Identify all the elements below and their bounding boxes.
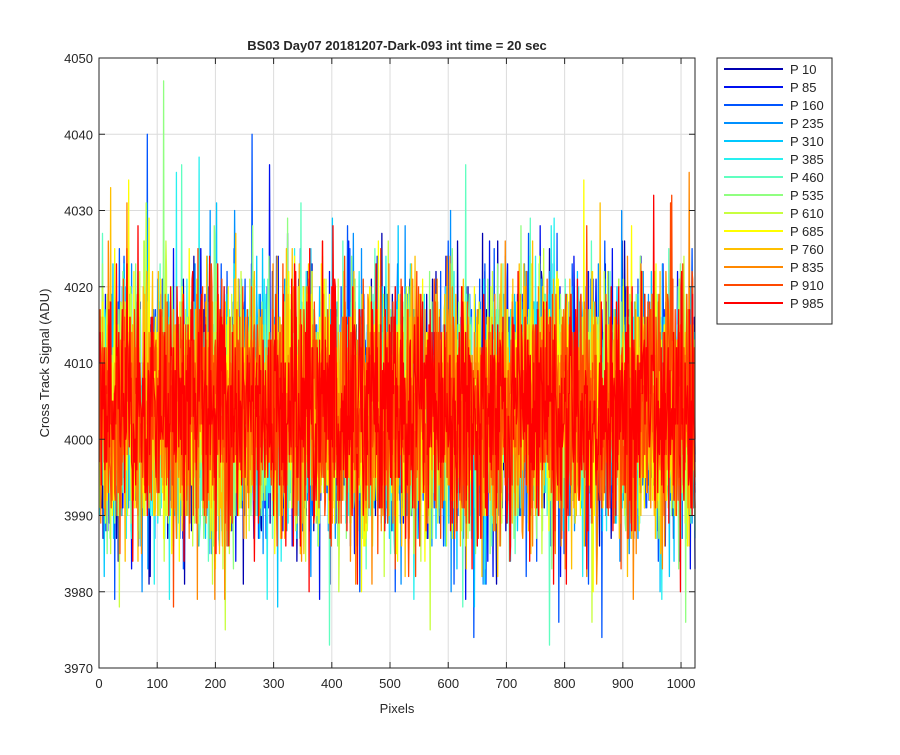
series-layer: [98, 80, 696, 646]
legend-label: P 910: [790, 278, 824, 293]
x-tick-label: 700: [496, 676, 518, 691]
legend-label: P 235: [790, 116, 824, 131]
x-tick-label: 300: [263, 676, 285, 691]
series-line-p910: [98, 194, 696, 608]
ticks: 0 100 200 300 400 500 600 700 800 900 1000 3970 3980…: [64, 51, 695, 691]
y-tick-label: 4030: [64, 204, 93, 219]
x-tick-label: 500: [379, 676, 401, 691]
legend: P 10 P 85 P 160 P 235 P 310 P 385 P 460 P 535 P …: [716, 57, 833, 325]
series-line-p985: [98, 194, 696, 593]
legend-label: P 685: [790, 224, 824, 239]
legend-label: P 310: [790, 134, 824, 149]
x-tick-label: 800: [554, 676, 576, 691]
chart-title: BS03 Day07 20181207-Dark-093 int time = …: [247, 38, 547, 53]
x-tick-label: 900: [612, 676, 634, 691]
y-tick-label: 4010: [64, 356, 93, 371]
legend-label: P 985: [790, 296, 824, 311]
x-tick-label: 1000: [667, 676, 696, 691]
legend-label: P 760: [790, 242, 824, 257]
y-tick-label: 3990: [64, 509, 93, 524]
x-tick-label: 400: [321, 676, 343, 691]
y-tick-label: 4050: [64, 51, 93, 66]
x-tick-label: 0: [95, 676, 102, 691]
x-tick-label: 200: [205, 676, 227, 691]
legend-label: P 85: [790, 80, 817, 95]
y-tick-label: 4020: [64, 280, 93, 295]
legend-label: P 460: [790, 170, 824, 185]
legend-label: P 10: [790, 62, 817, 77]
y-tick-label: 4000: [64, 432, 93, 447]
legend-label: P 535: [790, 188, 824, 203]
y-tick-label: 3970: [64, 661, 93, 676]
y-axis-label: Cross Track Signal (ADU): [37, 289, 52, 438]
legend-label: P 610: [790, 206, 824, 221]
legend-label: P 160: [790, 98, 824, 113]
legend-box: [716, 57, 833, 325]
y-tick-label: 3980: [64, 585, 93, 600]
y-tick-label: 4040: [64, 127, 93, 142]
x-axis-label: Pixels: [380, 701, 415, 716]
legend-label: P 835: [790, 260, 824, 275]
x-tick-label: 600: [437, 676, 459, 691]
x-tick-label: 100: [146, 676, 168, 691]
legend-label: P 385: [790, 152, 824, 167]
